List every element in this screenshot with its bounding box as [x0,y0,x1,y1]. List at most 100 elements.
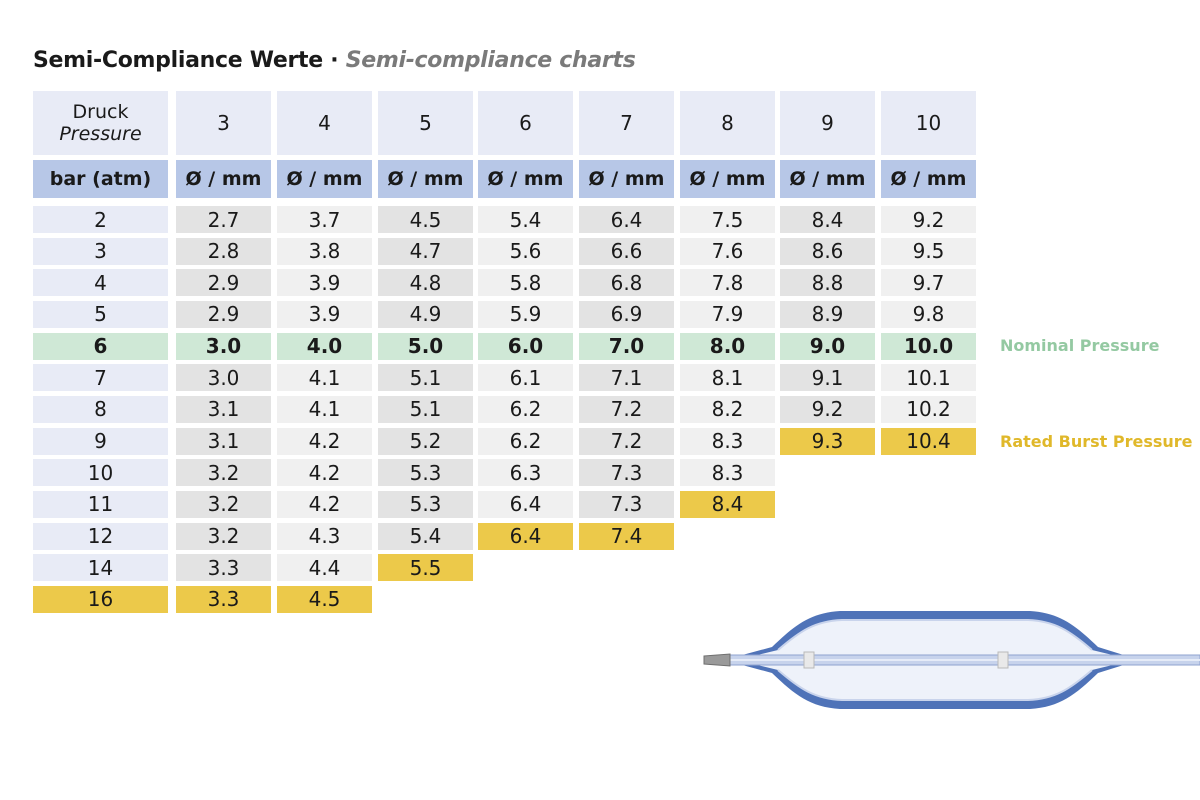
pressure-row-label: 3 [33,237,168,265]
diameter-cell: 5.1 [378,364,473,392]
size-header: 7 [579,91,674,155]
diameter-cell: 8.8 [780,269,875,297]
pressure-row-label: 12 [33,522,168,550]
diameter-cell: 4.9 [378,300,473,328]
unit-header-diameter: Ø / mm [378,160,473,198]
diameter-cell: 3.9 [277,269,372,297]
legend-nominal-pressure: Nominal Pressure [1000,336,1160,355]
diameter-cell: 9.0 [780,332,875,360]
legend-rated-burst-pressure: Rated Burst Pressure [1000,432,1193,451]
diameter-cell: 3.1 [176,427,271,455]
diameter-cell: 2.9 [176,300,271,328]
diameter-cell: 3.1 [176,395,271,423]
diameter-cell: 3.2 [176,490,271,518]
diameter-cell: 5.4 [478,206,573,233]
size-header: 10 [881,91,976,155]
pressure-row-label: 9 [33,427,168,455]
size-header: 6 [478,91,573,155]
diameter-cell: 10.4 [881,427,976,455]
pressure-row-label: 2 [33,206,168,233]
pressure-header: Druck Pressure [33,91,168,155]
balloon-catheter-illustration [703,611,1200,709]
diameter-cell: 5.3 [378,490,473,518]
diameter-cell: 4.4 [277,554,372,582]
pressure-header-de: Druck [72,101,129,123]
diameter-cell: 5.6 [478,237,573,265]
diameter-cell: 2.7 [176,206,271,233]
diameter-cell: 5.9 [478,300,573,328]
diameter-cell: 7.4 [579,522,674,550]
diameter-cell: 2.9 [176,269,271,297]
pressure-row-label: 16 [33,585,168,613]
unit-header-diameter: Ø / mm [277,160,372,198]
diameter-cell: 4.0 [277,332,372,360]
pressure-row-label: 8 [33,395,168,423]
diameter-cell: 7.2 [579,395,674,423]
diameter-cell: 2.8 [176,237,271,265]
diameter-cell: 4.1 [277,395,372,423]
unit-header-diameter: Ø / mm [579,160,674,198]
diameter-cell: 3.3 [176,554,271,582]
diameter-cell: 8.0 [680,332,775,360]
diameter-cell: 6.1 [478,364,573,392]
pressure-row-label: 5 [33,300,168,328]
diameter-cell: 4.5 [378,206,473,233]
diameter-cell: 6.9 [579,300,674,328]
pressure-row-label: 10 [33,459,168,487]
diameter-cell: 6.3 [478,459,573,487]
diameter-cell: 7.9 [680,300,775,328]
size-header: 9 [780,91,875,155]
diameter-cell: 7.2 [579,427,674,455]
diameter-cell: 8.4 [680,490,775,518]
diameter-cell: 3.8 [277,237,372,265]
pressure-row-label: 4 [33,269,168,297]
diameter-cell: 3.7 [277,206,372,233]
diameter-cell: 7.0 [579,332,674,360]
diameter-cell: 7.8 [680,269,775,297]
diameter-cell: 5.5 [378,554,473,582]
diameter-cell: 8.3 [680,459,775,487]
diameter-cell: 5.1 [378,395,473,423]
diameter-cell: 6.2 [478,427,573,455]
diameter-cell: 4.3 [277,522,372,550]
diameter-cell: 4.1 [277,364,372,392]
diameter-cell: 10.1 [881,364,976,392]
diameter-cell: 9.5 [881,237,976,265]
unit-header-pressure: bar (atm) [33,160,168,198]
title-english: Semi-compliance charts [345,48,636,73]
diameter-cell: 9.2 [780,395,875,423]
chart-title: Semi-Compliance Werte · Semi-compliance … [33,48,636,73]
pressure-header-en: Pressure [59,123,142,145]
diameter-cell: 6.8 [579,269,674,297]
diameter-cell: 3.0 [176,332,271,360]
diameter-cell: 10.2 [881,395,976,423]
diameter-cell: 8.3 [680,427,775,455]
diameter-cell: 6.0 [478,332,573,360]
diameter-cell: 5.4 [378,522,473,550]
diameter-cell: 6.4 [478,522,573,550]
diameter-cell: 3.2 [176,522,271,550]
diameter-cell: 4.8 [378,269,473,297]
diameter-cell: 9.7 [881,269,976,297]
diameter-cell: 6.4 [579,206,674,233]
diameter-cell: 7.6 [680,237,775,265]
pressure-row-label: 7 [33,364,168,392]
diameter-cell: 8.6 [780,237,875,265]
diameter-cell: 4.2 [277,459,372,487]
unit-header-diameter: Ø / mm [881,160,976,198]
diameter-cell: 8.4 [780,206,875,233]
diameter-cell: 6.4 [478,490,573,518]
unit-header-diameter: Ø / mm [680,160,775,198]
diameter-cell: 5.8 [478,269,573,297]
unit-header-diameter: Ø / mm [176,160,271,198]
title-separator: · [330,48,339,73]
diameter-cell: 3.3 [176,585,271,613]
diameter-cell: 5.3 [378,459,473,487]
diameter-cell: 9.8 [881,300,976,328]
diameter-cell: 4.2 [277,427,372,455]
size-header: 3 [176,91,271,155]
diameter-cell: 4.2 [277,490,372,518]
unit-header-diameter: Ø / mm [478,160,573,198]
diameter-cell: 10.0 [881,332,976,360]
diameter-cell: 6.6 [579,237,674,265]
